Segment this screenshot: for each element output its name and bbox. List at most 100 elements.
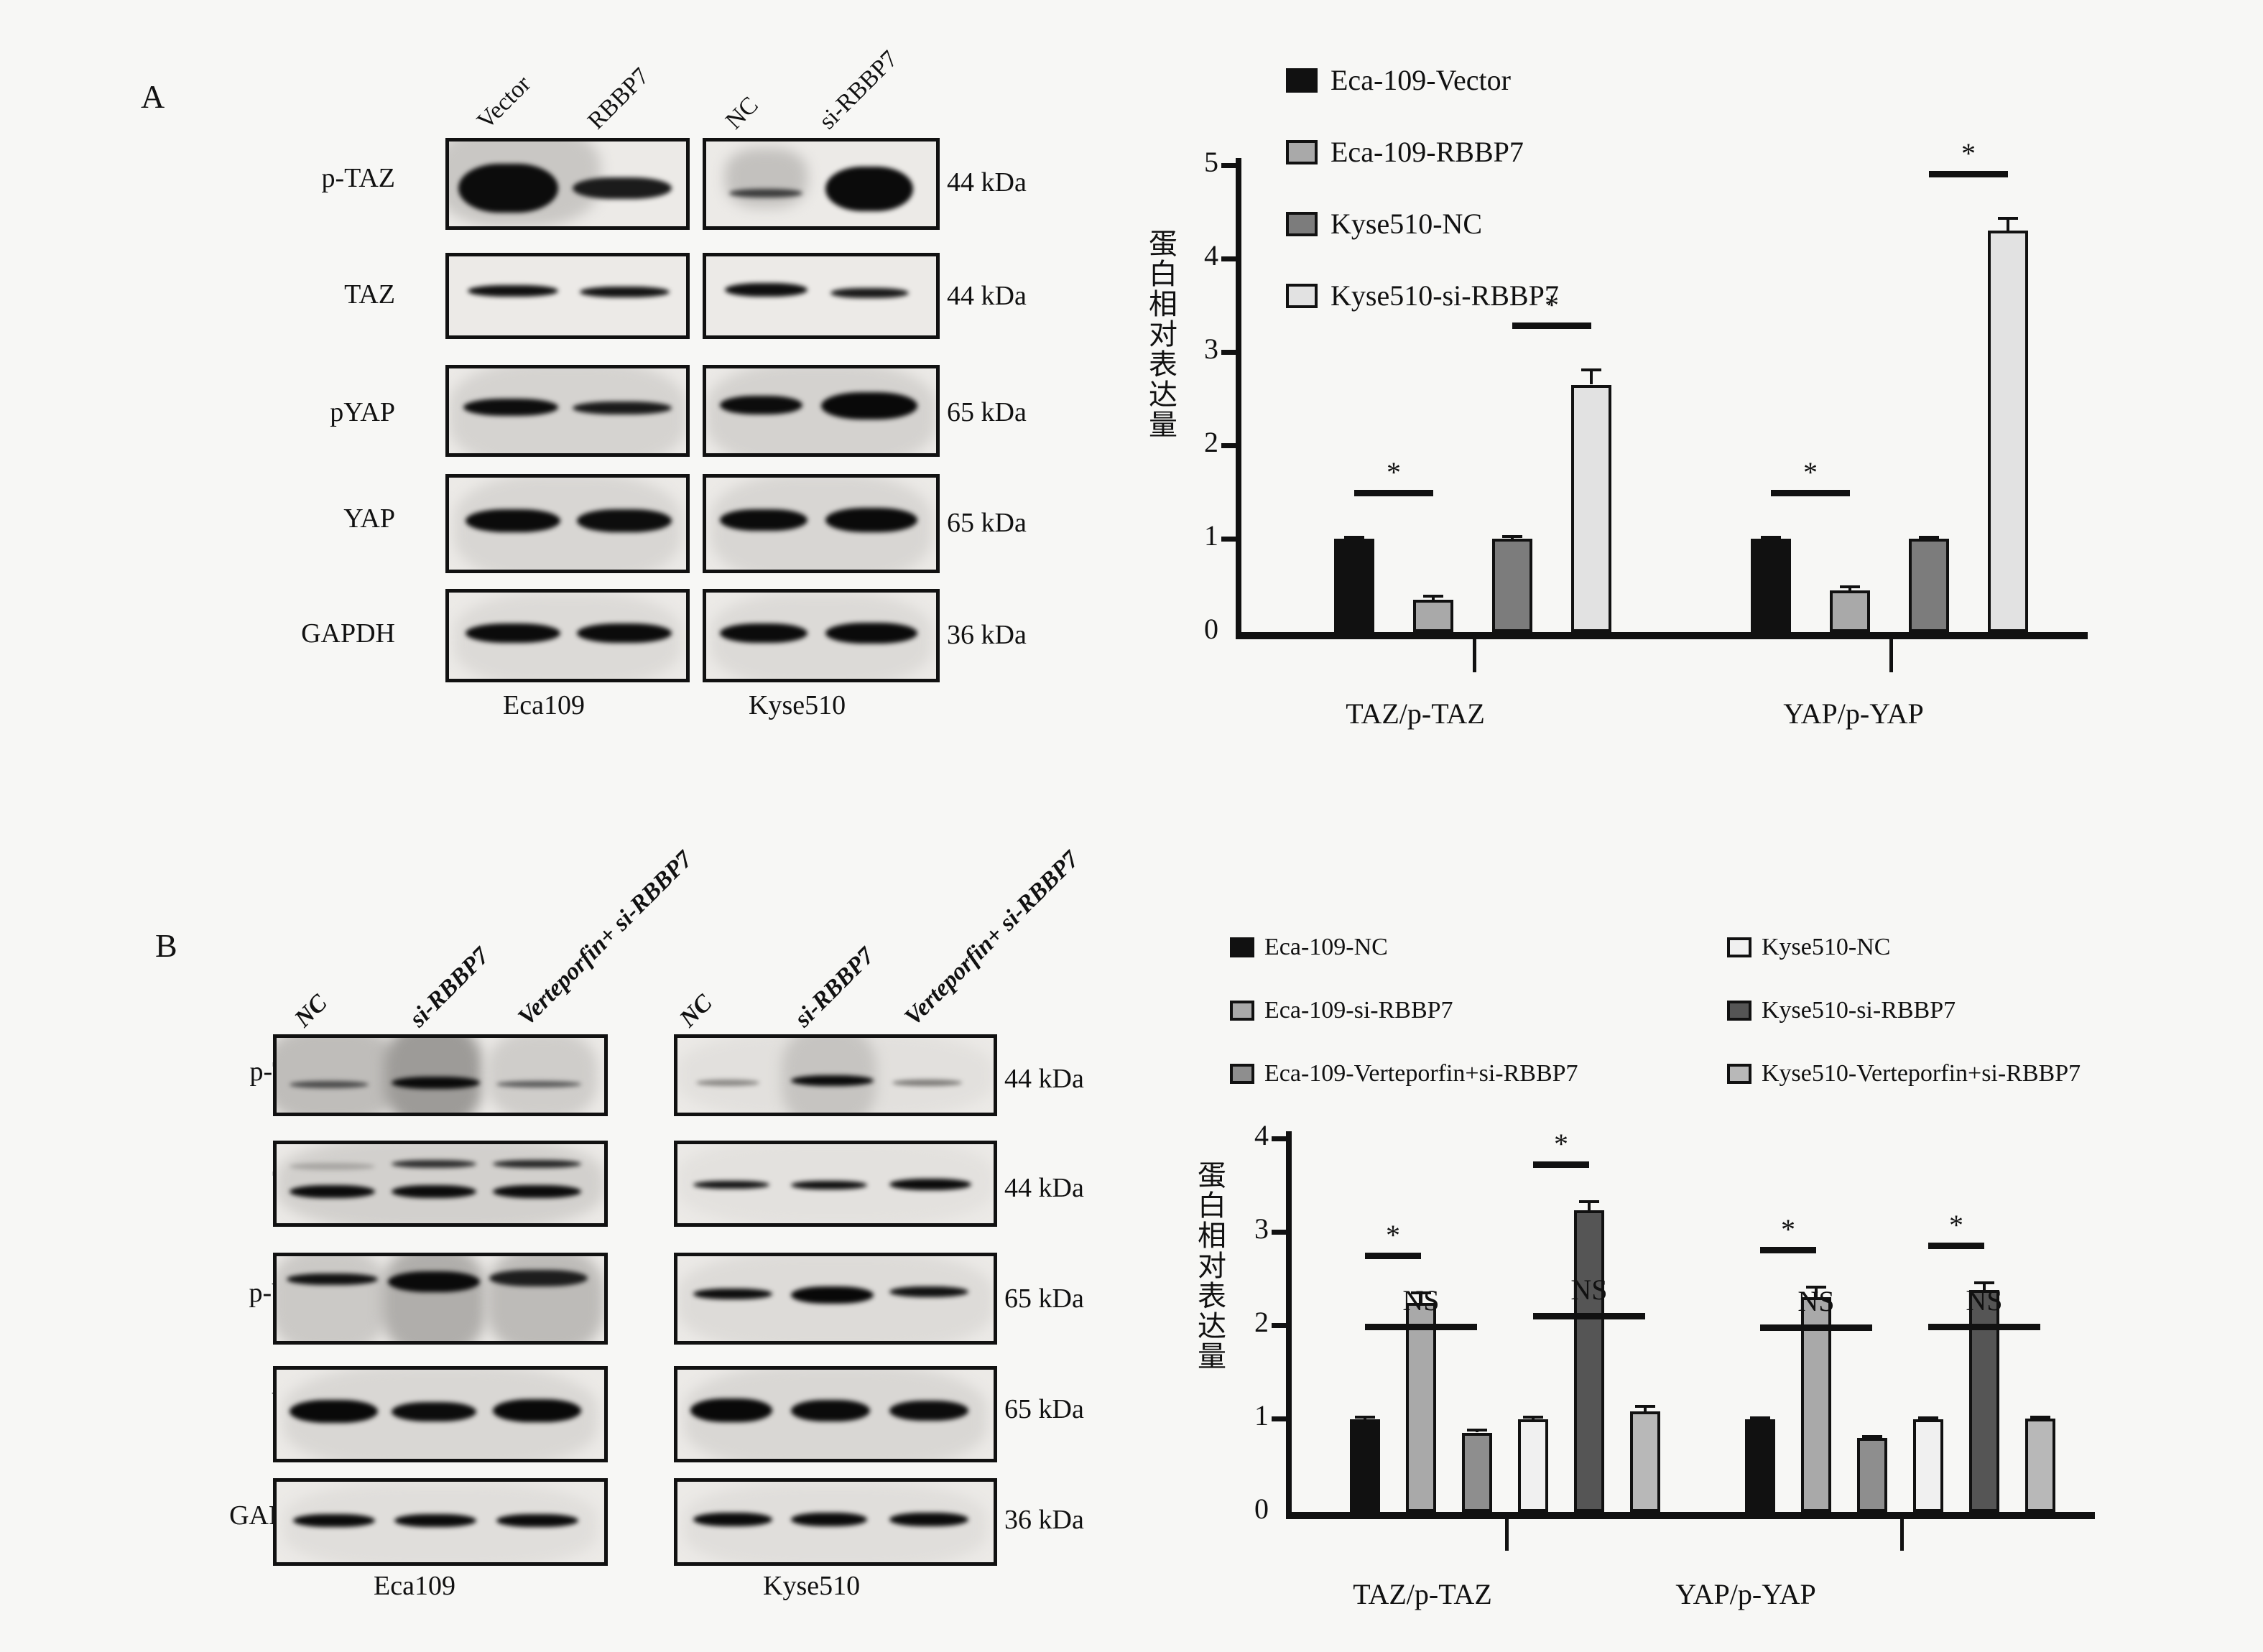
lane-header-a-kyse-si: si-RBBP7 xyxy=(814,45,903,135)
legend-item-b-0[interactable]: Eca-109-NC xyxy=(1230,934,1388,961)
panel-b-letter: B xyxy=(155,927,177,964)
blot-a-eca-gapdh xyxy=(445,589,690,682)
bar xyxy=(1350,1419,1380,1512)
x-category-a-1: YAP/p-YAP xyxy=(1783,697,1924,730)
chart-panel-a: 蛋白相对表达量 0 1 2 3 4 5 * * * * xyxy=(1144,137,2098,675)
kda-b-p-taz: 44 kDa xyxy=(1004,1064,1084,1094)
blot-b-kyse-yap xyxy=(674,1366,997,1462)
significance-line xyxy=(1512,322,1591,330)
significance-line xyxy=(1365,1324,1477,1331)
error-bar xyxy=(1420,1291,1422,1303)
error-bar-cap xyxy=(1502,534,1522,538)
blot-b-eca-yap xyxy=(273,1366,608,1462)
significance-label-ns: NS xyxy=(1570,1273,1608,1306)
legend-label-b-2: Eca-109-si-RBBP7 xyxy=(1264,997,1453,1024)
y-axis-tick xyxy=(1221,350,1241,355)
kda-a-taz: 44 kDa xyxy=(947,281,1027,311)
significance-line xyxy=(1533,1312,1645,1319)
significance-line xyxy=(1928,1242,1984,1249)
significance-label-ns: NS xyxy=(1402,1284,1440,1317)
legend-swatch-b-2 xyxy=(1230,1001,1254,1021)
kda-b-p-yap: 65 kDa xyxy=(1004,1284,1084,1314)
error-bar xyxy=(1590,368,1593,385)
chart-panel-b: 蛋白相对表达量 0 1 2 3 4 NS * NS * NS * NS * xyxy=(1193,1110,2098,1555)
bar xyxy=(1492,539,1532,632)
kda-a-p-taz: 44 kDa xyxy=(947,167,1027,198)
bar xyxy=(1857,1438,1887,1512)
bar xyxy=(2025,1419,2055,1512)
bar xyxy=(1969,1289,1999,1512)
lane-header-a-eca-vector: Vector xyxy=(472,70,537,135)
legend-label-b-5: Kyse510-Verteporfin+si-RBBP7 xyxy=(1762,1060,2081,1087)
y-axis-tick xyxy=(1272,1416,1292,1421)
blot-label-a-gapdh: GAPDH xyxy=(301,618,395,649)
blot-a-kyse-gapdh xyxy=(703,589,940,682)
bar xyxy=(1801,1297,1831,1512)
legend-item-a-0[interactable]: Eca-109-Vector xyxy=(1286,63,1511,97)
legend-swatch-b-4 xyxy=(1230,1064,1254,1084)
legend-item-b-2[interactable]: Eca-109-si-RBBP7 xyxy=(1230,997,1453,1024)
error-bar xyxy=(1588,1199,1591,1211)
kda-a-gapdh: 36 kDa xyxy=(947,620,1027,650)
legend-item-b-1[interactable]: Kyse510-NC xyxy=(1727,934,1890,961)
blot-label-a-taz: TAZ xyxy=(344,279,395,310)
legend-swatch-b-0 xyxy=(1230,937,1254,957)
x-category-b-0: TAZ/p-TAZ xyxy=(1353,1578,1492,1610)
y-axis-tick xyxy=(1221,443,1241,448)
y-axis-tick-label: 4 xyxy=(1204,239,1218,272)
legend-item-a-1[interactable]: Eca-109-RBBP7 xyxy=(1286,135,1524,169)
blot-b-kyse-taz xyxy=(674,1141,997,1227)
bar xyxy=(1988,231,2028,632)
bar xyxy=(1406,1302,1436,1512)
legend-item-a-2[interactable]: Kyse510-NC xyxy=(1286,207,1482,241)
y-axis-label-b: 蛋白相对表达量 xyxy=(1193,1160,1226,1371)
error-bar-cap xyxy=(1750,1416,1770,1420)
legend-item-a-3[interactable]: Kyse510-si-RBBP7 xyxy=(1286,279,1559,312)
blot-a-kyse-pyap xyxy=(703,365,940,457)
x-axis xyxy=(1236,632,2088,639)
error-bar-cap xyxy=(1840,585,1860,588)
y-axis-tick xyxy=(1272,1136,1292,1141)
error-bar-cap xyxy=(1411,1291,1431,1295)
legend-label-b-1: Kyse510-NC xyxy=(1762,934,1891,960)
lane-header-a-eca-rbbp7: RBBP7 xyxy=(583,62,654,135)
error-bar-cap xyxy=(1918,1416,1938,1420)
blot-b-eca-gapdh xyxy=(273,1478,608,1566)
legend-swatch-a-3 xyxy=(1286,283,1318,308)
error-bar-cap xyxy=(1581,368,1601,372)
bar xyxy=(1745,1419,1775,1512)
significance-line xyxy=(1365,1253,1421,1260)
blot-b-eca-taz xyxy=(273,1141,608,1227)
bar xyxy=(1574,1210,1604,1512)
legend-swatch-b-1 xyxy=(1727,937,1751,957)
error-bar-cap xyxy=(2030,1416,2050,1419)
significance-line xyxy=(1929,170,2008,177)
blot-a-kyse-yap xyxy=(703,474,940,573)
lane-header-b-kyse-verteporfin: Verteporfin+ si-RBBP7 xyxy=(899,845,1085,1031)
error-bar-cap xyxy=(1523,1416,1543,1419)
y-axis-tick-label: 1 xyxy=(1204,519,1218,552)
blot-label-a-pyap: pYAP xyxy=(330,397,395,427)
blot-a-eca-yap xyxy=(445,474,690,573)
significance-label-star: * xyxy=(1545,289,1559,322)
significance-line xyxy=(1760,1324,1872,1332)
error-bar xyxy=(1815,1286,1818,1297)
blot-b-eca-p-yap xyxy=(273,1253,608,1345)
y-axis-tick-label: 2 xyxy=(1254,1306,1269,1338)
error-bar-cap xyxy=(1355,1416,1375,1419)
legend-label-b-3: Kyse510-si-RBBP7 xyxy=(1762,997,1956,1024)
bar xyxy=(1462,1432,1492,1512)
legend-label-a-2: Kyse510-NC xyxy=(1331,208,1483,240)
legend-item-b-3[interactable]: Kyse510-si-RBBP7 xyxy=(1727,997,1956,1024)
significance-label-star: * xyxy=(1387,456,1401,489)
legend-item-b-5[interactable]: Kyse510-Verteporfin+si-RBBP7 xyxy=(1727,1060,2081,1087)
significance-line xyxy=(1533,1161,1589,1168)
error-bar xyxy=(1983,1281,1986,1290)
blot-a-eca-pyap xyxy=(445,365,690,457)
error-bar-cap xyxy=(1423,595,1443,598)
legend-item-b-4[interactable]: Eca-109-Verteporfin+si-RBBP7 xyxy=(1230,1060,1578,1087)
legend-label-a-1: Eca-109-RBBP7 xyxy=(1331,136,1524,168)
error-bar-cap xyxy=(1344,536,1364,539)
error-bar-cap xyxy=(1974,1281,1994,1284)
significance-line xyxy=(1760,1247,1816,1254)
